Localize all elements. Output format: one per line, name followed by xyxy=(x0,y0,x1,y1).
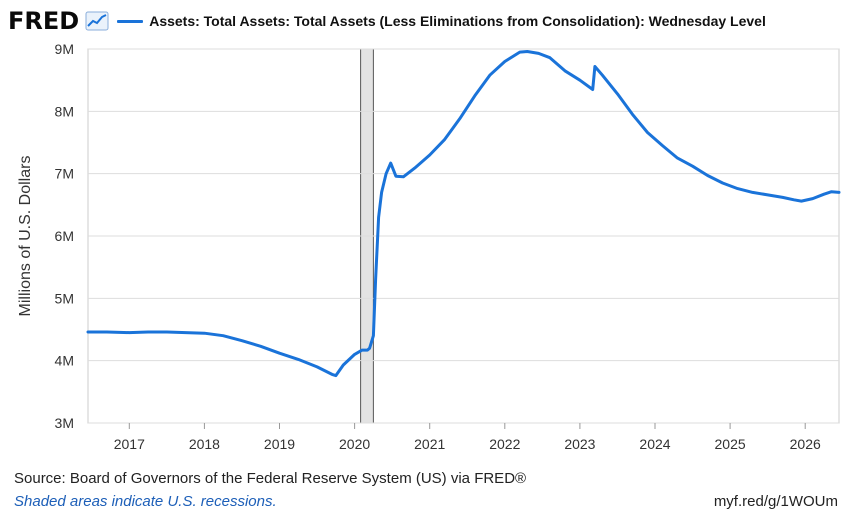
y-tick-label: 5M xyxy=(55,290,74,306)
source-note: Source: Board of Governors of the Federa… xyxy=(14,470,527,487)
x-tick-label: 2021 xyxy=(414,436,445,452)
chart-header: FRED Assets: Total Assets: Total Assets … xyxy=(8,8,766,34)
legend-series-title: Assets: Total Assets: Total Assets (Less… xyxy=(149,13,766,29)
x-tick-label: 2024 xyxy=(639,436,670,452)
recession-note: Shaded areas indicate U.S. recessions. xyxy=(14,493,277,510)
line-chart-icon[interactable] xyxy=(85,11,109,31)
y-axis-title: Millions of U.S. Dollars xyxy=(17,156,34,317)
x-tick-label: 2018 xyxy=(189,436,220,452)
y-tick-label: 8M xyxy=(55,103,74,119)
fred-logo[interactable]: FRED xyxy=(8,7,80,35)
x-tick-label: 2023 xyxy=(564,436,595,452)
series-line[interactable] xyxy=(86,50,841,378)
x-tick-label: 2020 xyxy=(339,436,370,452)
y-tick-label: 6M xyxy=(55,228,74,244)
y-tick-label: 3M xyxy=(55,415,74,431)
x-tick-label: 2019 xyxy=(264,436,295,452)
y-tick-label: 9M xyxy=(55,41,74,57)
x-tick-label: 2026 xyxy=(790,436,821,452)
line-chart: Millions of U.S. Dollars 3M 4M 5M 6M 7M 8M 9M 2… xyxy=(17,41,841,452)
y-tick-label: 4M xyxy=(55,353,74,369)
short-url-link[interactable]: myf.red/g/1WOUm xyxy=(713,493,838,510)
x-tick-label: 2025 xyxy=(715,436,746,452)
x-tick-label: 2017 xyxy=(114,436,145,452)
y-tick-label: 7M xyxy=(55,166,74,182)
legend-swatch xyxy=(117,19,144,23)
x-tick-label: 2022 xyxy=(489,436,520,452)
